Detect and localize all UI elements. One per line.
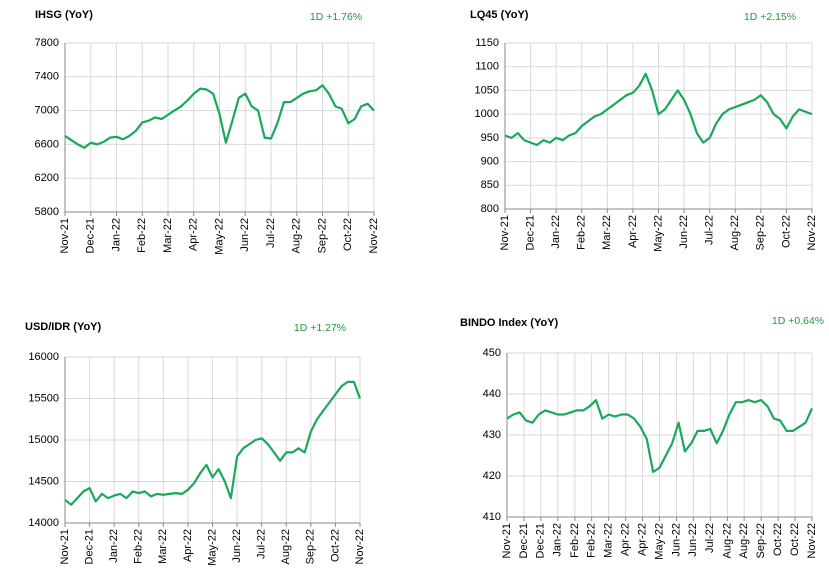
x-tick-label: May-22 bbox=[653, 523, 665, 560]
y-tick-label: 15500 bbox=[28, 392, 59, 404]
x-tick-label: Feb-22 bbox=[576, 215, 588, 250]
y-tick-label: 430 bbox=[483, 429, 501, 441]
x-tick-label: Aug-22 bbox=[280, 529, 292, 564]
x-tick-label: Oct-22 bbox=[342, 218, 354, 251]
chart-panel: BINDO Index (YoY) 1D +0.64% 410 420 430 440 45… bbox=[460, 315, 824, 560]
y-tick-label: 420 bbox=[483, 470, 501, 482]
x-tick-label: Apr-22 bbox=[182, 529, 194, 562]
y-tick-label: 5800 bbox=[35, 206, 59, 218]
y-tick-label: 16000 bbox=[28, 351, 59, 363]
chart-title: BINDO Index (YoY) bbox=[460, 317, 559, 329]
annotation: 1D +1.76% bbox=[310, 11, 362, 23]
x-tick-label: Jul-22 bbox=[704, 215, 716, 245]
x-tick-label: May-22 bbox=[652, 215, 664, 252]
x-tick-label: May-22 bbox=[206, 529, 218, 566]
y-tick-label: 7800 bbox=[35, 37, 59, 49]
x-tick-label: Sep-22 bbox=[755, 523, 767, 558]
x-tick-label: Nov-22 bbox=[368, 218, 380, 253]
y-tick-label: 1050 bbox=[475, 84, 499, 96]
chart-panel: USD/IDR (YoY) 1D +1.27% 14000 14500 15000 155… bbox=[25, 321, 366, 566]
x-tick-label: Sep-22 bbox=[316, 218, 328, 253]
x-tick-label: May-22 bbox=[213, 218, 225, 255]
x-tick-label: Jan-22 bbox=[552, 523, 564, 557]
x-tick-label: Dec-21 bbox=[83, 529, 95, 564]
x-tick-label: Aug-22 bbox=[729, 215, 741, 250]
x-tick-label: Feb-22 bbox=[586, 523, 598, 558]
x-tick-label: Dec-21 bbox=[524, 215, 536, 250]
chart-panel: LQ45 (YoY) 1D +2.15% 800 850 900 950 1000 1050 1… bbox=[470, 9, 818, 252]
x-tick-label: Nov-21 bbox=[501, 523, 513, 558]
x-tick-label: Jun-22 bbox=[239, 218, 251, 252]
y-tick-label: 900 bbox=[481, 155, 499, 167]
x-tick-label: Jul-22 bbox=[256, 529, 268, 559]
x-tick-label: Dec-21 bbox=[535, 523, 547, 558]
x-tick-label: Jul-22 bbox=[704, 523, 716, 553]
x-tick-label: Jul-22 bbox=[265, 218, 277, 248]
y-tick-label: 850 bbox=[481, 179, 499, 191]
x-tick-label: Nov-22 bbox=[354, 529, 366, 564]
x-tick-label: Oct-22 bbox=[329, 529, 341, 562]
x-tick-label: Feb-22 bbox=[133, 529, 145, 564]
x-tick-label: Aug-22 bbox=[721, 523, 733, 558]
x-tick-label: Nov-21 bbox=[59, 529, 71, 564]
x-tick-label: Oct-22 bbox=[789, 523, 801, 556]
y-tick-label: 14500 bbox=[28, 475, 59, 487]
x-tick-label: Feb-22 bbox=[569, 523, 581, 558]
x-tick-label: Oct-22 bbox=[780, 215, 792, 248]
annotation: 1D +0.64% bbox=[772, 315, 824, 327]
x-tick-label: Oct-22 bbox=[772, 523, 784, 556]
y-tick-label: 6200 bbox=[35, 172, 59, 184]
x-tick-label: Aug-22 bbox=[291, 218, 303, 253]
y-tick-label: 7000 bbox=[35, 105, 59, 117]
y-tick-label: 410 bbox=[483, 511, 501, 523]
chart-panel: IHSG (YoY) 1D +1.76% 5800 6200 6600 7000 7400 7… bbox=[35, 9, 380, 255]
chart-title: USD/IDR (YoY) bbox=[25, 321, 102, 333]
x-tick-label: Sep-22 bbox=[305, 529, 317, 564]
x-tick-label: Dec-21 bbox=[85, 218, 97, 253]
x-tick-label: Nov-21 bbox=[499, 215, 511, 250]
x-tick-label: Jan-22 bbox=[110, 218, 122, 252]
x-tick-label: Jan-22 bbox=[108, 529, 120, 563]
x-tick-label: Jun-22 bbox=[687, 523, 699, 557]
y-tick-label: 800 bbox=[481, 203, 499, 215]
line-series bbox=[506, 399, 814, 473]
x-tick-label: Jan-22 bbox=[550, 215, 562, 249]
y-tick-label: 440 bbox=[483, 388, 501, 400]
y-tick-label: 1100 bbox=[475, 61, 499, 73]
x-tick-label: Nov-22 bbox=[806, 523, 818, 558]
x-tick-label: Feb-22 bbox=[136, 218, 148, 253]
x-tick-label: Sep-22 bbox=[755, 215, 767, 250]
y-tick-label: 7400 bbox=[35, 71, 59, 83]
y-tick-label: 15000 bbox=[28, 434, 59, 446]
x-tick-label: Mar-22 bbox=[601, 215, 613, 250]
y-tick-label: 6600 bbox=[35, 138, 59, 150]
chart-title: LQ45 (YoY) bbox=[470, 9, 529, 21]
x-tick-label: Dec-21 bbox=[518, 523, 530, 558]
line-series bbox=[504, 72, 813, 147]
line-series bbox=[64, 84, 375, 149]
x-tick-label: Mar-22 bbox=[157, 529, 169, 564]
y-tick-label: 1150 bbox=[475, 37, 499, 49]
x-tick-label: Apr-22 bbox=[636, 523, 648, 556]
x-tick-label: Jun-22 bbox=[231, 529, 243, 563]
x-tick-label: Apr-22 bbox=[627, 215, 639, 248]
x-tick-label: Nov-22 bbox=[806, 215, 818, 250]
x-tick-label: Mar-22 bbox=[603, 523, 615, 558]
y-tick-label: 1000 bbox=[475, 108, 499, 120]
y-tick-label: 450 bbox=[483, 347, 501, 359]
annotation: 1D +2.15% bbox=[744, 11, 796, 23]
x-tick-label: Apr-22 bbox=[188, 218, 200, 251]
y-tick-label: 14000 bbox=[28, 517, 59, 529]
annotation: 1D +1.27% bbox=[294, 322, 346, 334]
chart-title: IHSG (YoY) bbox=[35, 9, 93, 21]
x-tick-label: Nov-21 bbox=[59, 218, 71, 253]
line-series bbox=[64, 380, 362, 506]
x-tick-label: Jun-22 bbox=[670, 523, 682, 557]
x-tick-label: Jun-22 bbox=[678, 215, 690, 249]
x-tick-label: Apr-22 bbox=[620, 523, 632, 556]
x-tick-label: Mar-22 bbox=[162, 218, 174, 253]
x-tick-label: Aug-22 bbox=[738, 523, 750, 558]
y-tick-label: 950 bbox=[481, 132, 499, 144]
